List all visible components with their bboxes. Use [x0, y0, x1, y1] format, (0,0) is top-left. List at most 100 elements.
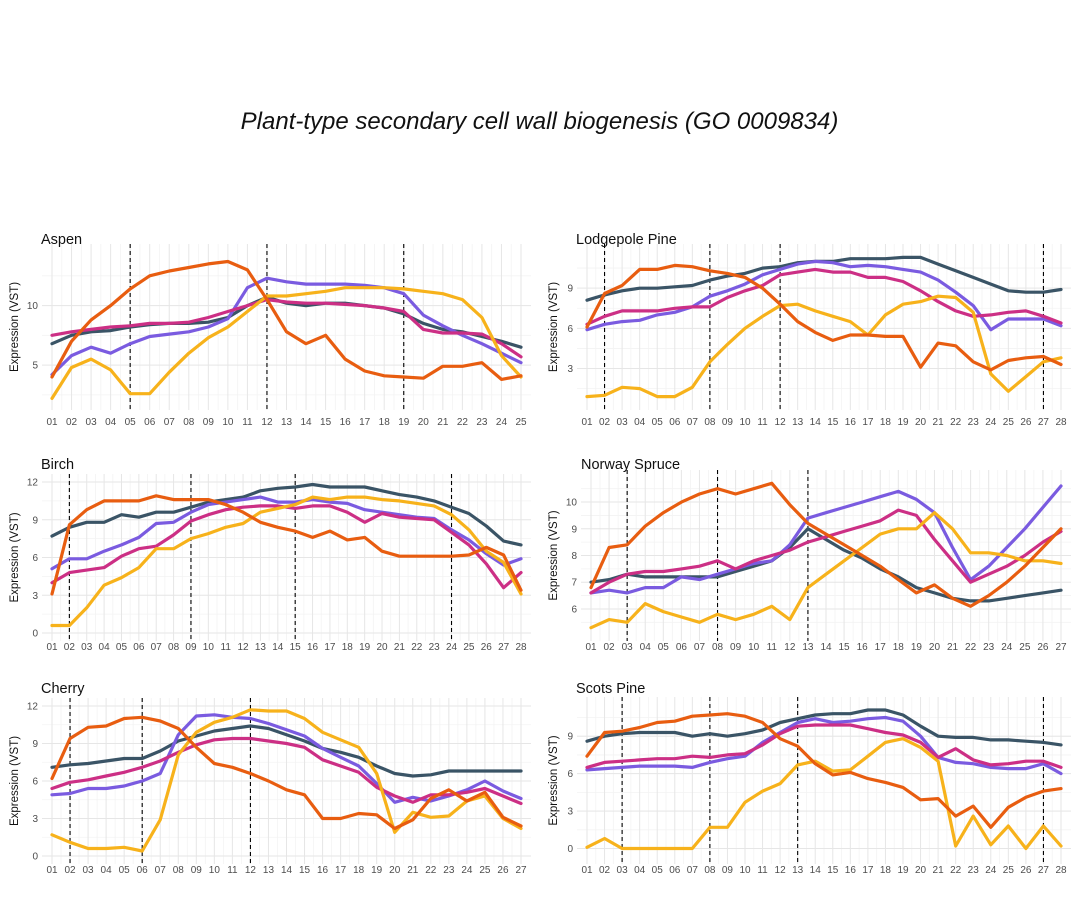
x-tick-label: 08 — [183, 417, 195, 428]
series-line-magenta — [50, 298, 523, 359]
x-tick-label: 01 — [581, 865, 593, 876]
x-tick-label: 05 — [119, 865, 131, 876]
panel-aspen: 5 10 01 02 03 04 05 06 07 08 09 10 11 12 13 14 15 16 17 18 1… — [9, 232, 531, 428]
panel-lodgepole-pine: 3 6 9 01 02 03 04 05 06 07 08 09 10 11 12 13 14 15 16 17 18 1… — [548, 232, 1071, 428]
x-tick-label: 05 — [652, 417, 664, 428]
x-tick-label: 02 — [599, 417, 611, 428]
x-tick-label: 23 — [429, 642, 441, 653]
x-tick-label: 18 — [379, 417, 391, 428]
x-tick-label: 07 — [694, 642, 706, 653]
y-axis-label: Expression (VST) — [9, 736, 21, 826]
x-tick-label: 26 — [1037, 642, 1049, 653]
series-line-purple — [589, 484, 1063, 595]
x-tick-label: 14 — [300, 417, 312, 428]
x-tick-label: 17 — [875, 642, 887, 653]
x-tick-label: 09 — [203, 417, 215, 428]
x-tick-label: 14 — [281, 865, 293, 876]
x-tick-label: 23 — [968, 417, 980, 428]
series-line-yellow — [50, 495, 523, 628]
series-line-magenta — [50, 736, 523, 806]
y-axis-label: Expression (VST) — [548, 282, 560, 372]
x-tick-label: 20 — [929, 642, 941, 653]
x-tick-label: 21 — [947, 642, 959, 653]
x-tick-label: 23 — [476, 417, 488, 428]
x-tick-label: 28 — [515, 642, 527, 653]
x-tick-label: 09 — [722, 865, 734, 876]
series-line-orange — [589, 481, 1063, 608]
x-tick-label: 11 — [757, 865, 768, 876]
y-tick-label: 12 — [27, 478, 39, 489]
x-tick-label: 16 — [845, 417, 857, 428]
x-tick-label: 04 — [99, 642, 111, 653]
x-tick-label: 04 — [634, 417, 646, 428]
x-tick-label: 04 — [105, 417, 117, 428]
x-tick-label: 14 — [272, 642, 284, 653]
x-tick-label: 18 — [893, 642, 905, 653]
y-axis-label: Expression (VST) — [9, 282, 21, 372]
x-tick-label: 05 — [116, 642, 128, 653]
panel-title: Birch — [41, 457, 74, 473]
x-tick-label: 11 — [757, 417, 768, 428]
x-tick-label: 07 — [155, 865, 167, 876]
x-tick-label: 17 — [324, 642, 336, 653]
panel-title: Aspen — [41, 232, 82, 248]
x-tick-label: 24 — [461, 865, 473, 876]
y-tick-label: 6 — [32, 553, 38, 564]
y-tick-label: 0 — [32, 629, 38, 640]
x-tick-label: 10 — [748, 642, 760, 653]
x-tick-label: 22 — [411, 642, 423, 653]
x-tick-label: 19 — [897, 417, 909, 428]
x-tick-label: 05 — [652, 865, 664, 876]
x-tick-label: 22 — [457, 417, 469, 428]
x-tick-label: 01 — [585, 642, 597, 653]
x-tick-label: 04 — [640, 642, 652, 653]
x-tick-label: 10 — [203, 642, 215, 653]
series-line-yellow — [50, 708, 523, 853]
x-tick-label: 24 — [985, 417, 997, 428]
x-tick-label: 22 — [965, 642, 977, 653]
x-tick-label: 21 — [933, 865, 945, 876]
x-tick-label: 08 — [173, 865, 185, 876]
x-tick-label: 12 — [261, 417, 273, 428]
x-tick-label: 18 — [353, 865, 365, 876]
y-tick-label: 0 — [567, 844, 573, 855]
x-tick-label: 02 — [64, 642, 76, 653]
x-tick-label: 01 — [581, 417, 593, 428]
x-tick-label: 21 — [407, 865, 419, 876]
x-tick-label: 03 — [622, 642, 634, 653]
x-tick-label: 24 — [1001, 642, 1013, 653]
x-tick-label: 22 — [425, 865, 437, 876]
x-tick-label: 07 — [151, 642, 163, 653]
x-tick-label: 01 — [46, 642, 58, 653]
x-tick-label: 13 — [792, 865, 804, 876]
series-line-purple — [50, 713, 523, 804]
y-tick-label: 12 — [27, 702, 39, 713]
series-line-magenta — [585, 267, 1063, 326]
x-tick-label: 08 — [704, 865, 716, 876]
series-line-dark — [50, 724, 523, 778]
x-tick-label: 11 — [221, 642, 232, 653]
x-tick-label: 02 — [599, 865, 611, 876]
x-tick-label: 10 — [739, 865, 751, 876]
x-tick-label: 16 — [317, 865, 329, 876]
x-tick-label: 19 — [398, 417, 410, 428]
x-tick-label: 25 — [1019, 642, 1031, 653]
y-axis-label: Expression (VST) — [9, 512, 21, 602]
x-tick-label: 05 — [658, 642, 670, 653]
x-tick-label: 20 — [389, 865, 401, 876]
y-tick-label: 9 — [567, 732, 573, 743]
x-tick-label: 21 — [933, 417, 945, 428]
x-tick-label: 14 — [810, 417, 822, 428]
series-line-orange — [585, 263, 1063, 372]
x-tick-label: 09 — [730, 642, 742, 653]
y-tick-label: 6 — [567, 769, 573, 780]
x-tick-label: 04 — [634, 865, 646, 876]
series-line-yellow — [585, 737, 1063, 851]
x-tick-label: 03 — [81, 642, 93, 653]
x-tick-label: 07 — [164, 417, 176, 428]
x-tick-label: 19 — [897, 865, 909, 876]
x-tick-label: 09 — [191, 865, 203, 876]
y-tick-label: 6 — [32, 777, 38, 788]
